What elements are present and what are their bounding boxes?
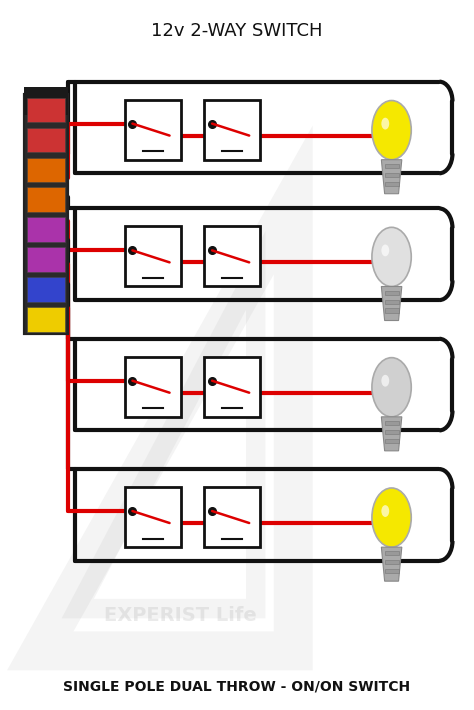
FancyBboxPatch shape [24, 87, 68, 116]
FancyBboxPatch shape [125, 99, 181, 160]
FancyBboxPatch shape [384, 300, 399, 304]
Circle shape [382, 505, 389, 517]
FancyBboxPatch shape [384, 308, 399, 312]
FancyBboxPatch shape [384, 173, 399, 177]
FancyBboxPatch shape [27, 158, 65, 182]
FancyBboxPatch shape [384, 551, 399, 555]
FancyBboxPatch shape [27, 217, 65, 242]
Circle shape [382, 118, 389, 129]
FancyBboxPatch shape [384, 421, 399, 425]
FancyBboxPatch shape [125, 356, 181, 417]
Text: SINGLE POLE DUAL THROW - ON/ON SWITCH: SINGLE POLE DUAL THROW - ON/ON SWITCH [64, 679, 410, 693]
Circle shape [382, 375, 389, 387]
FancyBboxPatch shape [27, 247, 65, 272]
Polygon shape [382, 287, 402, 320]
FancyBboxPatch shape [24, 94, 68, 334]
FancyBboxPatch shape [27, 98, 65, 122]
FancyBboxPatch shape [24, 87, 68, 116]
Circle shape [372, 101, 411, 160]
FancyBboxPatch shape [384, 439, 399, 443]
FancyBboxPatch shape [384, 430, 399, 434]
Text: 12v 2-WAY SWITCH: 12v 2-WAY SWITCH [151, 22, 323, 40]
Polygon shape [382, 547, 402, 581]
FancyBboxPatch shape [204, 99, 260, 160]
FancyBboxPatch shape [125, 487, 181, 547]
Circle shape [372, 227, 411, 287]
Polygon shape [382, 417, 402, 451]
FancyBboxPatch shape [27, 187, 65, 212]
Circle shape [382, 244, 389, 256]
FancyBboxPatch shape [384, 560, 399, 564]
FancyBboxPatch shape [27, 98, 65, 122]
FancyBboxPatch shape [27, 187, 65, 212]
FancyBboxPatch shape [27, 128, 65, 152]
FancyBboxPatch shape [27, 278, 65, 302]
FancyBboxPatch shape [27, 128, 65, 152]
FancyBboxPatch shape [125, 226, 181, 286]
FancyBboxPatch shape [384, 182, 399, 186]
FancyBboxPatch shape [27, 307, 65, 332]
FancyBboxPatch shape [27, 158, 65, 182]
FancyBboxPatch shape [27, 217, 65, 242]
FancyBboxPatch shape [384, 569, 399, 573]
FancyBboxPatch shape [24, 94, 68, 334]
FancyBboxPatch shape [204, 226, 260, 286]
FancyBboxPatch shape [204, 487, 260, 547]
FancyBboxPatch shape [27, 247, 65, 272]
Circle shape [372, 358, 411, 417]
Circle shape [372, 488, 411, 547]
Polygon shape [382, 160, 402, 194]
Text: EXPERIST Life: EXPERIST Life [104, 606, 257, 625]
FancyBboxPatch shape [384, 164, 399, 168]
FancyBboxPatch shape [27, 307, 65, 332]
FancyBboxPatch shape [384, 290, 399, 295]
FancyBboxPatch shape [27, 278, 65, 302]
FancyBboxPatch shape [204, 356, 260, 417]
